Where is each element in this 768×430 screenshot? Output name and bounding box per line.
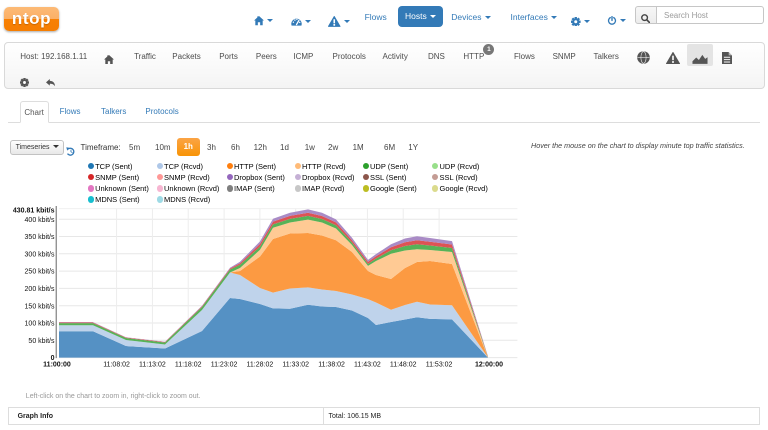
- svg-text:11:00:00: 11:00:00: [43, 362, 71, 369]
- svg-text:100 kbit/s: 100 kbit/s: [25, 321, 55, 328]
- svg-text:11:38:02: 11:38:02: [318, 362, 345, 369]
- svg-text:11:43:02: 11:43:02: [354, 362, 381, 369]
- svg-text:250 kbit/s: 250 kbit/s: [25, 269, 55, 276]
- svg-text:150 kbit/s: 150 kbit/s: [25, 303, 55, 310]
- svg-text:200 kbit/s: 200 kbit/s: [25, 286, 55, 293]
- svg-text:350 kbit/s: 350 kbit/s: [25, 234, 55, 241]
- svg-text:12:00:00: 12:00:00: [475, 362, 503, 369]
- svg-text:11:48:02: 11:48:02: [390, 362, 417, 369]
- svg-text:50 kbit/s: 50 kbit/s: [28, 338, 55, 345]
- svg-text:300 kbit/s: 300 kbit/s: [25, 251, 55, 258]
- svg-text:11:08:02: 11:08:02: [103, 362, 130, 369]
- svg-text:11:23:02: 11:23:02: [211, 362, 238, 369]
- svg-text:11:13:02: 11:13:02: [139, 362, 166, 369]
- svg-text:430.81 kbit/s: 430.81 kbit/s: [13, 207, 55, 214]
- svg-text:400 kbit/s: 400 kbit/s: [25, 217, 55, 224]
- svg-text:11:18:02: 11:18:02: [175, 362, 202, 369]
- svg-text:0: 0: [51, 355, 55, 362]
- svg-text:11:53:02: 11:53:02: [426, 362, 453, 369]
- svg-text:11:28:02: 11:28:02: [247, 362, 274, 369]
- svg-text:11:33:02: 11:33:02: [282, 362, 309, 369]
